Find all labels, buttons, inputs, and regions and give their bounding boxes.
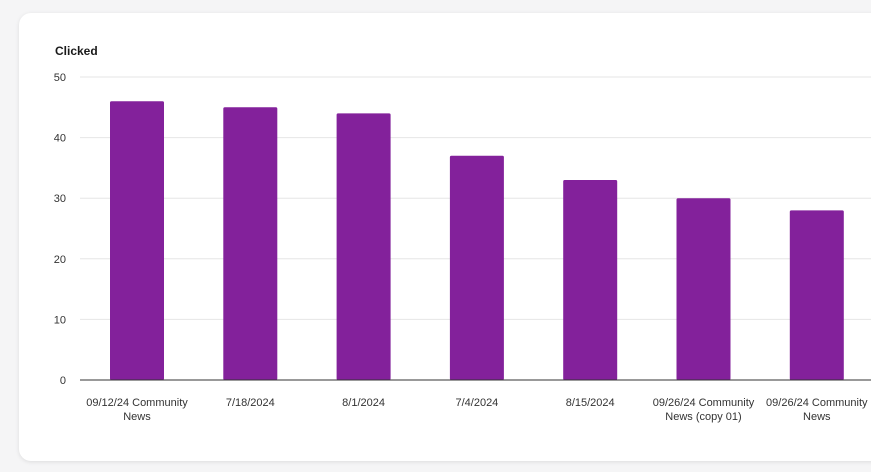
x-tick-label: 09/26/24 Community News — [766, 397, 868, 423]
bar[interactable] — [336, 113, 391, 381]
x-tick-label: 09/12/24 Community News — [86, 397, 188, 423]
x-tick-label: 8/1/2024 — [342, 397, 385, 409]
x-tick-label: 09/26/24 Community News (copy 01) — [653, 397, 755, 423]
x-tick-label-line: 09/26/24 Community — [766, 397, 868, 409]
bar[interactable] — [449, 155, 504, 380]
x-tick-label-line: News — [123, 411, 151, 423]
bar[interactable] — [110, 101, 164, 381]
x-tick-label: 7/18/2024 — [226, 397, 275, 409]
bar[interactable] — [676, 198, 731, 380]
y-tick-label: 30 — [54, 193, 66, 205]
y-tick-label: 20 — [54, 254, 66, 266]
x-tick-label-line: News (copy 01) — [665, 411, 741, 423]
chart-title: Clicked — [55, 44, 98, 58]
x-tick-label-line: 8/1/2024 — [342, 397, 385, 409]
bar[interactable] — [223, 107, 278, 381]
y-tick-label: 40 — [54, 133, 66, 145]
y-tick-label: 10 — [54, 314, 66, 326]
y-axis-ticks: 0 10 20 30 40 50 — [54, 72, 66, 387]
x-tick-label: 7/4/2024 — [455, 397, 498, 409]
y-tick-label: 50 — [54, 72, 66, 84]
bars — [110, 101, 844, 381]
x-tick-label-line: 09/12/24 Community — [86, 397, 188, 409]
x-tick-label-line: 09/26/24 Community — [653, 397, 755, 409]
x-tick-label: 8/15/2024 — [566, 397, 615, 409]
x-tick-label-line: 8/15/2024 — [566, 397, 615, 409]
x-tick-label-line: News — [803, 411, 831, 423]
bar[interactable] — [789, 210, 844, 380]
x-axis-ticks: 09/12/24 Community News 7/18/2024 8/1/2024 7… — [86, 397, 868, 423]
x-tick-label-line: 7/18/2024 — [226, 397, 275, 409]
y-tick-label: 0 — [60, 375, 66, 387]
bar[interactable] — [563, 180, 618, 380]
x-tick-label-line: 7/4/2024 — [455, 397, 498, 409]
